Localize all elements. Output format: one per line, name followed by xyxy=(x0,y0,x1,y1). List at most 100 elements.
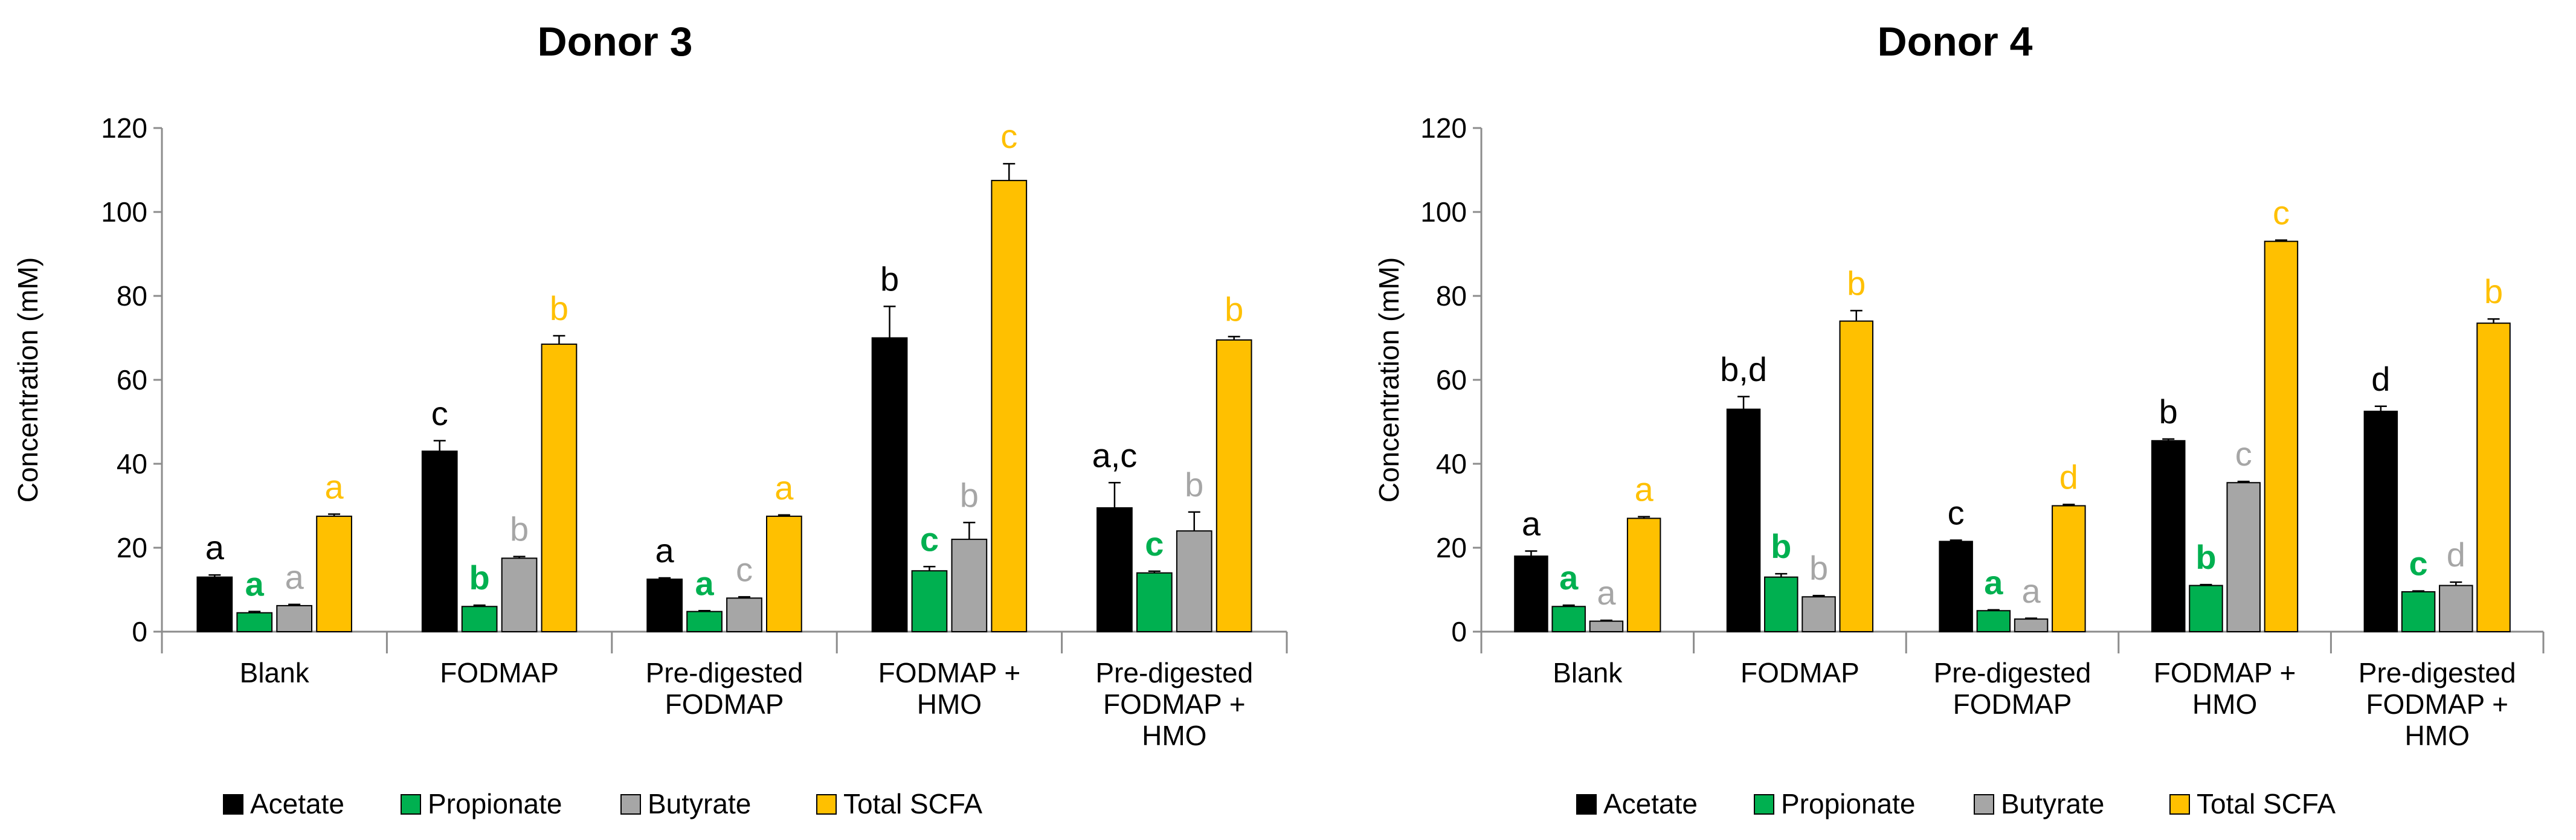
y-tick-label: 80 xyxy=(1436,280,1467,312)
significance-label: b,d xyxy=(1720,350,1767,388)
legend-item: Total SCFA xyxy=(816,788,982,819)
bar-acetate xyxy=(1939,540,1973,633)
bar-total-scfa xyxy=(2264,240,2299,632)
significance-label: c xyxy=(1948,493,1965,531)
significance-label: d xyxy=(2447,536,2465,574)
bar-propionate xyxy=(1551,606,1586,632)
x-category-label: Pre-digested xyxy=(1934,657,2091,688)
significance-label: a xyxy=(285,558,304,596)
bar-propionate xyxy=(1136,572,1173,633)
legend-swatch xyxy=(1754,794,1774,815)
bar-butyrate xyxy=(2226,482,2261,633)
x-category-label: HMO xyxy=(1142,720,1206,751)
y-tick-label: 120 xyxy=(101,112,147,144)
y-tick-label: 40 xyxy=(117,448,147,479)
bar-acetate xyxy=(1514,555,1548,633)
bar-total-scfa xyxy=(2476,322,2511,632)
bar-propionate xyxy=(2189,585,2223,632)
significance-label: b xyxy=(1225,290,1243,328)
bar-acetate xyxy=(196,576,233,633)
legend-item: Propionate xyxy=(401,788,562,819)
bar-butyrate xyxy=(2014,618,2049,633)
chart-title: Donor 3 xyxy=(538,19,693,65)
chart-panel-2: Donor 4 Concentration (mM) 0 20 40 60 80 100 120… xyxy=(1373,19,2545,819)
significance-label: c xyxy=(2235,435,2252,473)
significance-label: b xyxy=(510,510,529,548)
significance-label: a xyxy=(655,531,675,569)
bar-butyrate xyxy=(726,597,762,633)
y-axis-label: Concentration (mM) xyxy=(12,257,43,502)
significance-label: a xyxy=(245,565,265,603)
significance-label: b xyxy=(2484,272,2503,310)
bar-propionate xyxy=(236,612,273,632)
y-axis-label: Concentration (mM) xyxy=(1373,257,1405,502)
significance-label: c xyxy=(1000,117,1017,155)
significance-label: c xyxy=(920,520,939,558)
significance-label: b xyxy=(960,476,979,514)
bar-butyrate xyxy=(2439,585,2473,632)
significance-label: b xyxy=(2159,393,2178,431)
x-category-label: Pre-digested xyxy=(2359,657,2516,688)
x-category-label: FODMAP xyxy=(1740,657,1860,688)
bar-total-scfa xyxy=(766,515,802,632)
y-tick-label: 0 xyxy=(132,616,147,647)
x-category-label: HMO xyxy=(2192,688,2257,720)
y-tick-label: 40 xyxy=(1436,448,1467,479)
bar-acetate xyxy=(646,579,683,632)
significance-label: a xyxy=(1597,574,1616,612)
x-category-label: HMO xyxy=(2405,720,2470,751)
legend-item: Acetate xyxy=(1576,788,1698,819)
legend-item: Butyrate xyxy=(1974,788,2104,819)
legend-swatch xyxy=(2169,794,2190,815)
x-category-label: Blank xyxy=(240,657,310,688)
bar-acetate xyxy=(2363,411,2398,632)
significance-label: a,c xyxy=(1092,436,1138,474)
bar-total-scfa xyxy=(316,515,352,632)
legend-label: Acetate xyxy=(250,788,344,819)
bar-total-scfa xyxy=(1839,320,1873,632)
y-tick-label: 80 xyxy=(117,280,147,312)
significance-label: a xyxy=(1984,563,2003,601)
x-category-label: FODMAP xyxy=(440,657,559,688)
bar-butyrate xyxy=(1802,596,1836,633)
significance-label: b xyxy=(1847,264,1866,302)
significance-label: c xyxy=(2273,194,2290,232)
x-category-label: Pre-digested xyxy=(646,657,803,688)
x-category-label: FODMAP xyxy=(1953,688,2072,720)
legend-label: Butyrate xyxy=(648,788,751,819)
significance-label: b xyxy=(2195,538,2216,576)
bar-butyrate xyxy=(1176,530,1212,633)
legend-label: Propionate xyxy=(1781,788,1916,819)
bar-butyrate xyxy=(501,557,538,632)
bar-total-scfa xyxy=(541,343,578,632)
legend-label: Butyrate xyxy=(2001,788,2104,819)
significance-label: a xyxy=(205,528,225,566)
legend-item: Total SCFA xyxy=(2169,788,2336,819)
significance-label: b xyxy=(1809,549,1828,587)
y-tick-label: 60 xyxy=(117,364,147,396)
bar-butyrate xyxy=(951,539,988,632)
legend: Acetate Propionate Butyrate Total SCFA xyxy=(223,788,982,819)
x-category-label: FODMAP + xyxy=(1103,688,1246,720)
significance-label: b xyxy=(880,260,899,298)
significance-label: d xyxy=(2371,360,2390,398)
legend-label: Total SCFA xyxy=(843,788,982,819)
legend-item: Propionate xyxy=(1754,788,1916,819)
y-tick-label: 120 xyxy=(1420,112,1467,144)
bar-acetate xyxy=(2151,440,2186,633)
chart-title: Donor 4 xyxy=(1878,19,2033,65)
x-category-label: Blank xyxy=(1553,657,1623,688)
legend: Acetate Propionate Butyrate Total SCFA xyxy=(1576,788,2336,819)
y-tick-label: 100 xyxy=(101,196,147,228)
bar-total-scfa xyxy=(1626,518,1661,632)
bar-butyrate xyxy=(1589,620,1624,632)
legend-swatch xyxy=(620,794,641,815)
x-category-label: HMO xyxy=(917,688,982,720)
legend-label: Total SCFA xyxy=(2197,788,2336,819)
significance-label: d xyxy=(2059,458,2078,496)
significance-label: a xyxy=(774,469,794,507)
bar-propionate xyxy=(686,611,723,633)
x-category-label: FODMAP xyxy=(665,688,784,720)
legend-swatch xyxy=(401,794,421,815)
